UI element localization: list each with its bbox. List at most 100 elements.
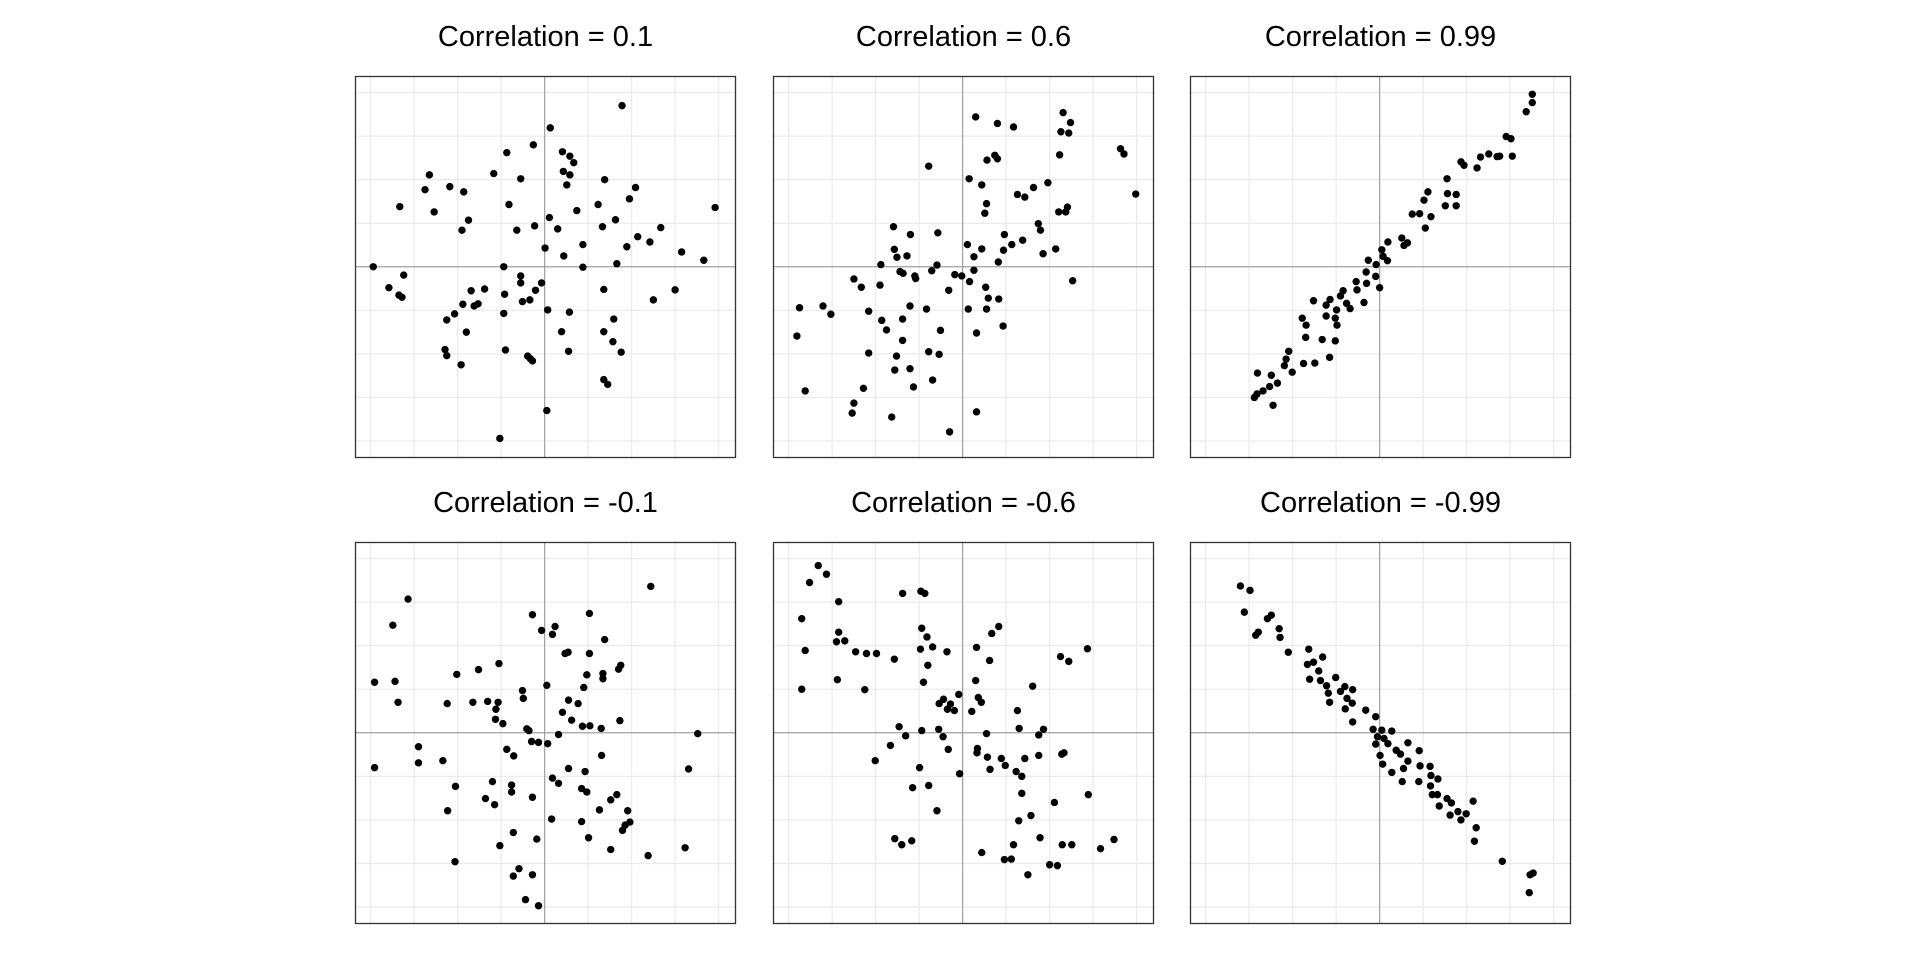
data-point — [1009, 123, 1018, 131]
data-point — [553, 225, 562, 233]
data-point — [1528, 98, 1536, 107]
data-point — [951, 270, 959, 279]
data-point — [1305, 645, 1313, 653]
data-point — [483, 697, 492, 706]
data-point — [1007, 855, 1016, 863]
data-point — [1353, 286, 1361, 294]
data-point — [851, 648, 860, 656]
data-point — [439, 756, 447, 765]
data-point — [1246, 586, 1254, 595]
data-point — [1009, 841, 1018, 849]
data-point — [607, 796, 615, 804]
data-point — [500, 309, 508, 318]
data-point — [994, 258, 1002, 266]
panel-border — [354, 75, 737, 459]
data-point — [613, 260, 621, 268]
data-point — [519, 694, 528, 703]
data-point — [1265, 382, 1274, 391]
data-point — [918, 624, 926, 632]
data-point — [1110, 835, 1118, 844]
data-point — [945, 428, 954, 436]
data-point — [1341, 682, 1349, 691]
data-point — [509, 828, 518, 837]
data-point — [369, 263, 377, 271]
data-point — [443, 807, 452, 815]
data-point — [922, 305, 931, 313]
data-point — [634, 233, 642, 241]
data-point — [499, 719, 507, 728]
data-point — [982, 305, 991, 313]
data-point — [521, 895, 530, 904]
data-point — [1015, 817, 1023, 825]
data-point — [517, 272, 525, 280]
data-point — [617, 348, 625, 356]
data-point — [1318, 335, 1326, 344]
data-point — [1056, 652, 1065, 661]
data-point — [1433, 790, 1442, 799]
data-point — [1050, 798, 1059, 807]
data-point — [570, 158, 578, 167]
data-point — [1331, 337, 1339, 345]
data-point — [798, 685, 806, 693]
data-point — [580, 683, 588, 692]
data-point — [534, 738, 543, 747]
data-point — [970, 253, 978, 261]
data-point — [528, 871, 537, 879]
data-point — [1021, 754, 1029, 763]
data-point — [446, 182, 454, 191]
data-point — [1378, 726, 1386, 734]
data-point — [1333, 321, 1341, 329]
data-point — [1021, 193, 1029, 201]
data-point — [577, 817, 586, 826]
data-point — [584, 834, 593, 842]
data-point — [814, 561, 822, 570]
data-point — [1309, 658, 1318, 666]
data-point — [864, 349, 873, 357]
data-point — [518, 297, 527, 306]
data-point — [795, 304, 804, 312]
data-point — [583, 671, 591, 679]
data-point — [864, 307, 873, 315]
data-point — [1522, 108, 1530, 116]
data-point — [965, 277, 974, 286]
data-point — [527, 737, 536, 746]
data-point — [443, 316, 451, 324]
data-point — [543, 306, 552, 314]
data-point — [878, 316, 886, 325]
data-point — [586, 722, 594, 730]
data-point — [564, 347, 573, 355]
panel-title: Correlation = -0.6 — [851, 487, 1076, 519]
data-point — [1526, 871, 1534, 879]
data-point — [563, 181, 571, 189]
data-point — [850, 399, 858, 407]
data-point — [1055, 208, 1063, 216]
data-point — [597, 724, 605, 733]
data-point — [943, 648, 951, 656]
data-point — [597, 751, 606, 760]
data-point — [822, 570, 831, 578]
data-point — [559, 167, 568, 176]
data-point — [613, 790, 621, 799]
data-point — [528, 611, 537, 619]
data-point — [1473, 164, 1481, 172]
data-point — [500, 290, 509, 298]
data-point — [1421, 224, 1429, 232]
data-point — [526, 354, 534, 363]
data-point — [624, 807, 632, 815]
data-point — [1096, 844, 1105, 853]
data-point — [1360, 298, 1368, 307]
data-point — [370, 763, 379, 772]
data-point — [841, 637, 849, 645]
data-point — [827, 310, 835, 318]
data-point — [1446, 811, 1454, 819]
data-point — [566, 171, 574, 179]
data-point — [906, 365, 914, 373]
data-point — [1062, 208, 1070, 216]
data-point — [1452, 202, 1460, 210]
data-point — [1316, 676, 1325, 685]
data-point — [999, 322, 1007, 330]
data-point — [1388, 768, 1396, 777]
data-point — [1324, 689, 1333, 697]
data-point — [925, 162, 933, 170]
data-point — [1398, 777, 1406, 786]
